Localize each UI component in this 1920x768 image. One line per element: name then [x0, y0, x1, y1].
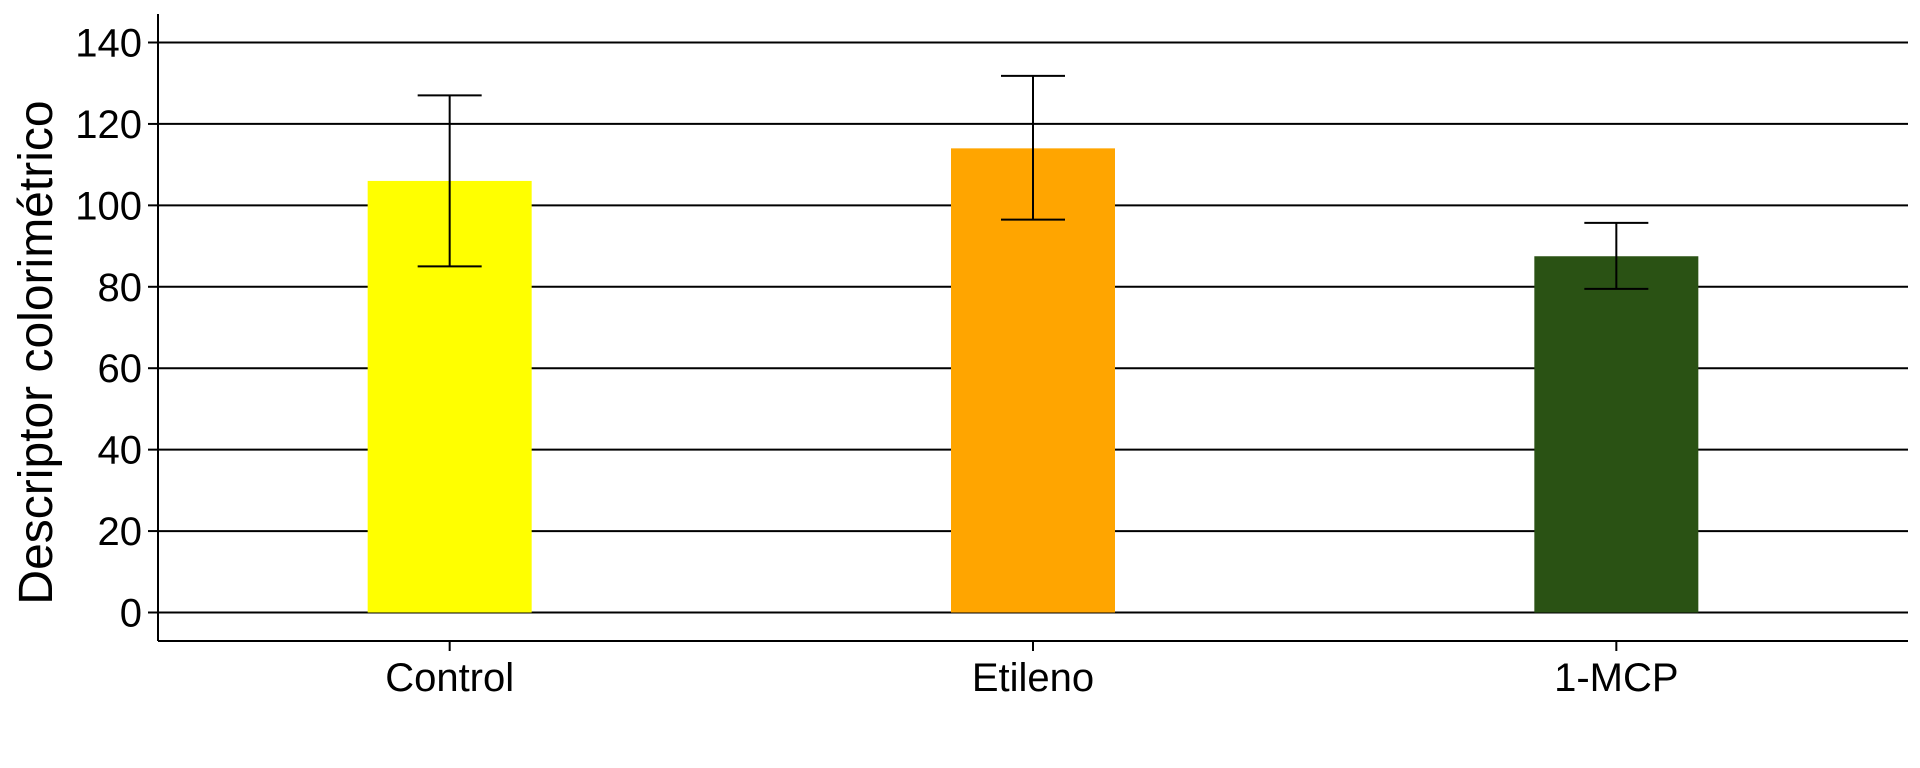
- x-tick-label: 1-MCP: [1554, 656, 1678, 700]
- bars: [367, 148, 1699, 613]
- bar-etileno: [951, 148, 1115, 613]
- y-tick-label: 100: [75, 184, 142, 228]
- y-tick-label: 80: [98, 266, 143, 310]
- y-axis-title: Descriptor colorimétrico: [10, 100, 63, 604]
- x-axis-ticks: Control Etileno 1-MCP: [385, 641, 1679, 700]
- y-tick-label: 60: [98, 347, 143, 391]
- y-tick-label: 120: [75, 103, 142, 147]
- y-tick-label: 140: [75, 22, 142, 66]
- y-tick-label: 20: [98, 510, 143, 554]
- y-tick-label: 40: [98, 429, 143, 473]
- bar-1-mcp: [1534, 256, 1699, 613]
- error-bars: [417, 74, 1649, 290]
- x-tick-label: Etileno: [972, 656, 1094, 700]
- y-tick-label: 0: [120, 592, 142, 636]
- y-axis-ticks: 0 20 40 60 80 100 120 140: [75, 22, 158, 636]
- x-tick-label: Control: [385, 656, 514, 700]
